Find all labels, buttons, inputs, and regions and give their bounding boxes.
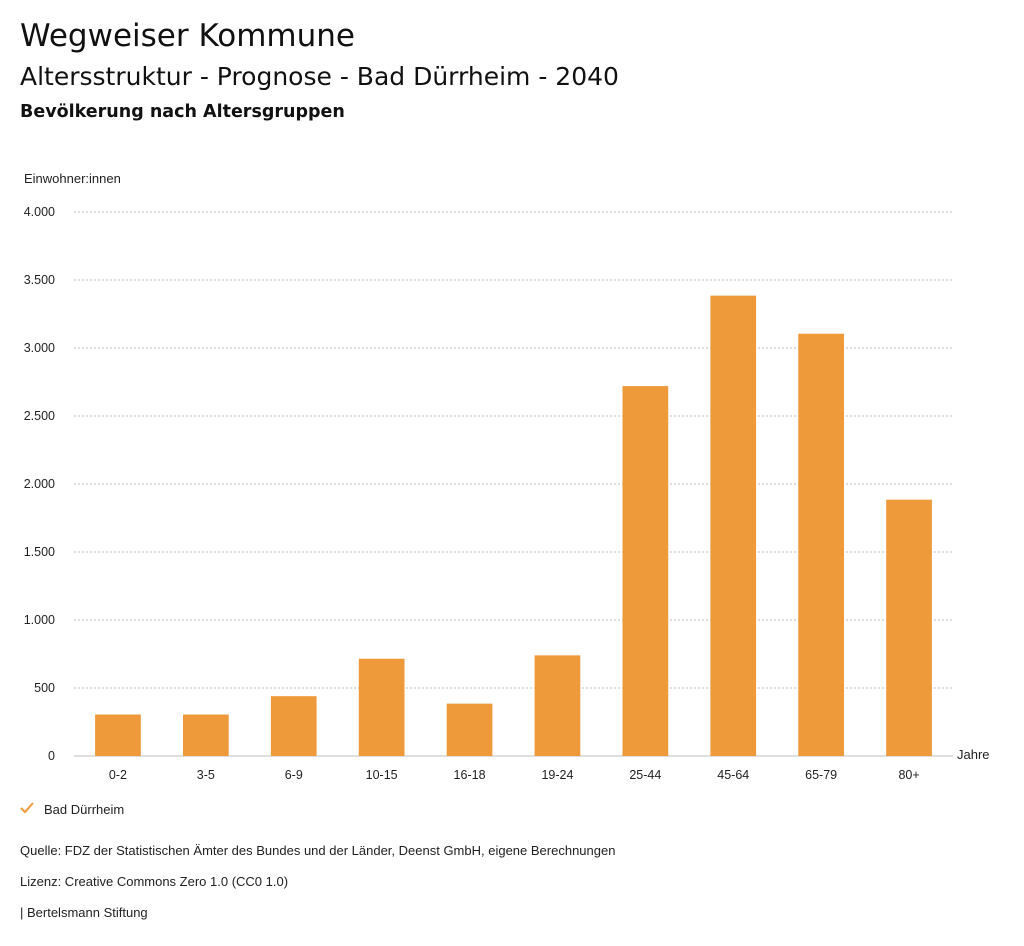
x-tick-label: 16-18 xyxy=(454,768,486,782)
x-tick-label: 6-9 xyxy=(285,768,303,782)
legend[interactable]: Bad Dürrheim xyxy=(20,802,124,817)
y-tick-label: 0 xyxy=(48,749,55,763)
y-tick-label: 1.000 xyxy=(24,613,55,627)
bar-chart: Einwohner:innen Jahre 0 500 1.000 1.500 2.00… xyxy=(24,171,990,782)
bar-6-9[interactable] xyxy=(270,696,317,756)
publisher-text: | Bertelsmann Stiftung xyxy=(20,905,148,920)
y-tick-label: 1.500 xyxy=(24,545,55,559)
x-tick-label: 3-5 xyxy=(197,768,215,782)
x-axis-label: Jahre xyxy=(957,747,990,762)
x-tick-label: 0-2 xyxy=(109,768,127,782)
license-text: Lizenz: Creative Commons Zero 1.0 (CC0 1… xyxy=(20,874,289,889)
y-tick-label: 3.000 xyxy=(24,341,55,355)
x-tick-label: 45-64 xyxy=(717,768,749,782)
y-tick-label: 4.000 xyxy=(24,205,55,219)
x-tick-label: 80+ xyxy=(898,768,919,782)
bar-25-44[interactable] xyxy=(622,386,669,756)
y-tick-label: 3.500 xyxy=(24,273,55,287)
chart-subtitle: Bevölkerung nach Altersgruppen xyxy=(20,102,345,122)
y-axis-label: Einwohner:innen xyxy=(24,171,121,186)
source-text: Quelle: FDZ der Statistischen Ämter des … xyxy=(20,843,616,858)
bar-80+[interactable] xyxy=(886,499,932,756)
y-tick-label: 2.000 xyxy=(24,477,55,491)
header: Wegweiser Kommune Altersstruktur - Progn… xyxy=(20,16,619,124)
bar-19-24[interactable] xyxy=(534,655,581,756)
y-tick-label: 2.500 xyxy=(24,409,55,423)
y-tick-label: 500 xyxy=(34,681,55,695)
legend-label: Bad Dürrheim xyxy=(44,802,125,817)
x-tick-label: 65-79 xyxy=(805,768,837,782)
chart-title: Altersstruktur - Prognose - Bad Dürrheim… xyxy=(20,62,619,91)
checkmark-icon[interactable] xyxy=(20,802,38,817)
bar-65-79[interactable] xyxy=(798,333,845,756)
bar-3-5[interactable] xyxy=(182,714,229,756)
bar-16-18[interactable] xyxy=(446,703,493,756)
bar-10-15[interactable] xyxy=(358,658,405,756)
bar-0-2[interactable] xyxy=(95,714,141,756)
x-tick-label: 25-44 xyxy=(629,768,661,782)
bar-45-64[interactable] xyxy=(710,295,757,756)
x-tick-label: 19-24 xyxy=(541,768,573,782)
app-title: Wegweiser Kommune xyxy=(20,18,355,54)
x-tick-label: 10-15 xyxy=(366,768,398,782)
